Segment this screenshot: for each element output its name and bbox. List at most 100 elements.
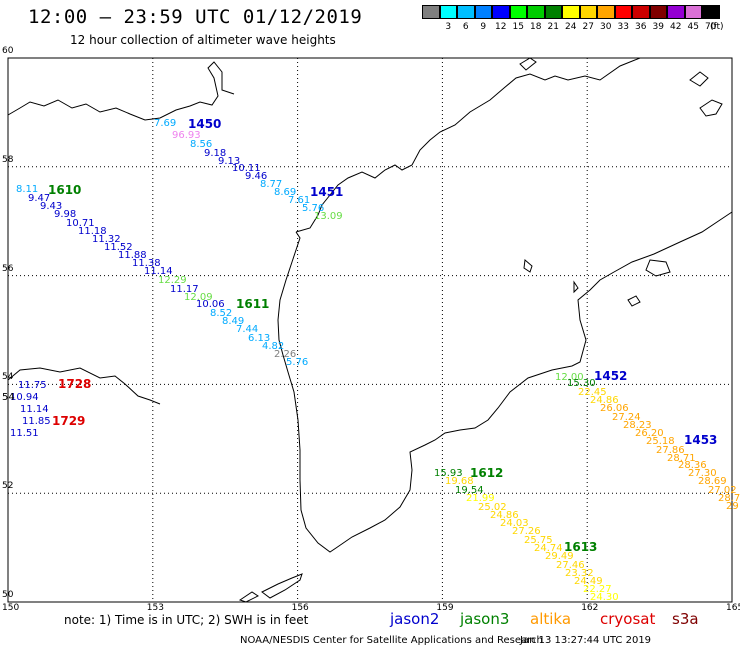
scale-swatch: [457, 5, 475, 19]
scale-swatch: [702, 5, 720, 19]
wave-value: 7.44: [236, 324, 259, 335]
scale-label: 3: [445, 22, 452, 32]
scale-swatch: [439, 5, 457, 19]
scale-swatch: [667, 5, 685, 19]
scale-swatch: [422, 5, 440, 19]
coastline: [7, 57, 733, 603]
map-frame: [7, 57, 733, 603]
wave-value: 11.18: [78, 226, 107, 237]
page-subtitle: 12 hour collection of altimeter wave hei…: [70, 33, 336, 47]
wave-value: 25.02: [478, 502, 507, 513]
wave-value: 5.76: [286, 357, 309, 368]
wave-value: 10.71: [66, 218, 95, 229]
wave-value: 25.75: [524, 535, 553, 546]
wave-value: 27.02: [708, 485, 737, 496]
scale-label: 30: [600, 22, 612, 32]
wave-value: 13.09: [314, 211, 343, 222]
graticule: [8, 58, 732, 602]
scale-swatch: [684, 5, 702, 19]
wave-value: 9.98: [54, 209, 77, 220]
pass-label: 1450: [188, 117, 222, 131]
wave-value: 8.56: [190, 139, 213, 150]
scale-swatch: [597, 5, 615, 19]
pass-label: 1453: [684, 433, 718, 447]
scale-swatch: [474, 5, 492, 19]
wave-value: 21.99: [466, 493, 495, 504]
wave-value: 10.11: [232, 163, 261, 174]
lat-label: 60: [2, 46, 14, 56]
scale-label: 18: [530, 22, 542, 32]
wave-value: 12.00: [555, 372, 584, 383]
wave-value: 6.13: [248, 333, 271, 344]
lon-label: 162: [581, 603, 599, 613]
wave-value: 27.26: [512, 526, 541, 537]
wave-value: 5.76: [302, 203, 325, 214]
wave-value: 11.14: [20, 404, 49, 415]
wave-value: 11.17: [170, 284, 199, 295]
wave-value: 9.46: [245, 171, 268, 182]
scale-swatch: [544, 5, 562, 19]
wave-value: 19.54: [455, 485, 484, 496]
pass-label: 1452: [594, 369, 628, 383]
lat-label: 56: [2, 263, 14, 274]
page-title: 12:00 – 23:59 UTC 01/12/2019: [28, 6, 363, 28]
wave-value: 10.94: [10, 392, 39, 403]
pass-label: 1611: [236, 297, 270, 311]
wave-value: 19.68: [445, 476, 474, 487]
scale-label: 42: [670, 22, 682, 32]
scale-swatch: [649, 5, 667, 19]
scale-label: 36: [635, 22, 647, 32]
satellite-legend-item: jason3: [460, 610, 510, 628]
wave-value: 4.82: [262, 341, 285, 352]
timestamp-text: Jan 13 13:27:44 UTC 2019: [520, 635, 652, 646]
wave-value: 27.24: [612, 412, 641, 423]
wave-value: 8.52: [210, 308, 233, 319]
satellite-legend-item: cryosat: [600, 610, 656, 628]
scale-label: 24: [565, 22, 577, 32]
wave-value: 11.14: [144, 266, 173, 277]
satellite-legend-item: s3a: [672, 610, 699, 628]
pass-label: 1610: [48, 183, 82, 197]
wave-value: 28.36: [678, 460, 707, 471]
pass-label: 1729: [52, 414, 86, 428]
scale-label: 21: [547, 22, 559, 32]
wave-value: 96.93: [172, 130, 201, 141]
lon-label: 159: [436, 603, 454, 613]
wave-value: 12.29: [158, 275, 187, 286]
wave-value: 26.06: [600, 403, 629, 414]
scale-swatch: [509, 5, 527, 19]
lon-label: 165: [726, 603, 740, 613]
lat-label: 50: [2, 590, 14, 600]
wave-value: 24.30: [590, 592, 619, 603]
wave-value: 24.74: [534, 543, 563, 554]
wave-value: 22.27: [583, 584, 612, 595]
lat-label: 52: [2, 481, 14, 492]
wave-value: 11.38: [132, 258, 161, 269]
credit-text: NOAA/NESDIS Center for Satellite Applica…: [240, 635, 543, 646]
scale-swatch: [492, 5, 510, 19]
pass-label: 1612: [470, 466, 504, 480]
lon-label: 156: [291, 603, 309, 613]
scale-label: 15: [512, 22, 524, 32]
scale-label: 9: [480, 22, 487, 32]
wave-value: 9.47: [28, 193, 51, 204]
scale-label: 6: [462, 22, 469, 32]
scale-label: 45: [687, 22, 699, 32]
wave-value: 11.32: [92, 234, 121, 245]
scale-label: 70: [705, 22, 717, 32]
scale-swatch: [614, 5, 632, 19]
scale-swatch: [632, 5, 650, 19]
scale-swatch: [527, 5, 545, 19]
wave-value: 28.69: [698, 476, 727, 487]
lon-label: 153: [146, 603, 164, 613]
wave-value: 2.26: [274, 349, 297, 360]
wave-value: 54: [2, 392, 15, 403]
wave-value: 28.23: [623, 420, 652, 431]
scale-unit: (ft): [710, 22, 724, 32]
wave-value: 24.03: [500, 518, 529, 529]
wave-value: 23.32: [565, 568, 594, 579]
scale-label: 12: [495, 22, 507, 32]
wave-value: 8.69: [274, 187, 297, 198]
scale-label: 27: [582, 22, 594, 32]
